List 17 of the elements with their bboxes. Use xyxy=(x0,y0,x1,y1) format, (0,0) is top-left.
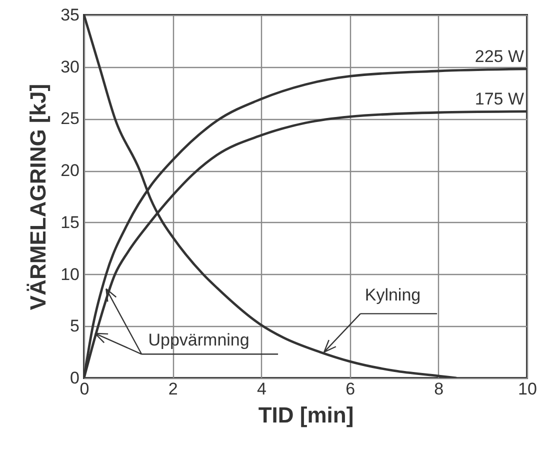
y-tick-label: 5 xyxy=(70,316,80,336)
series-label: 175 W xyxy=(474,89,524,108)
y-tick-label: 25 xyxy=(60,109,80,128)
y-tick-label: 20 xyxy=(60,161,80,180)
y-tick-label: 10 xyxy=(60,264,80,284)
annotation: Kylning xyxy=(364,285,421,304)
y-tick-label: 15 xyxy=(60,212,80,232)
x-tick-label: 4 xyxy=(256,380,266,398)
x-axis-title: TID [min] xyxy=(258,402,354,428)
x-tick-label: 10 xyxy=(518,380,537,398)
x-tick-label: 6 xyxy=(346,380,356,398)
y-tick-label: 30 xyxy=(60,57,80,76)
series-label: 225 W xyxy=(474,46,524,66)
x-tick-label: 2 xyxy=(168,380,178,398)
y-axis-title: VÄRMELAGRING [kJ] xyxy=(26,84,51,310)
x-tick-label: 8 xyxy=(434,380,444,398)
y-tick-label: 35 xyxy=(60,6,80,24)
